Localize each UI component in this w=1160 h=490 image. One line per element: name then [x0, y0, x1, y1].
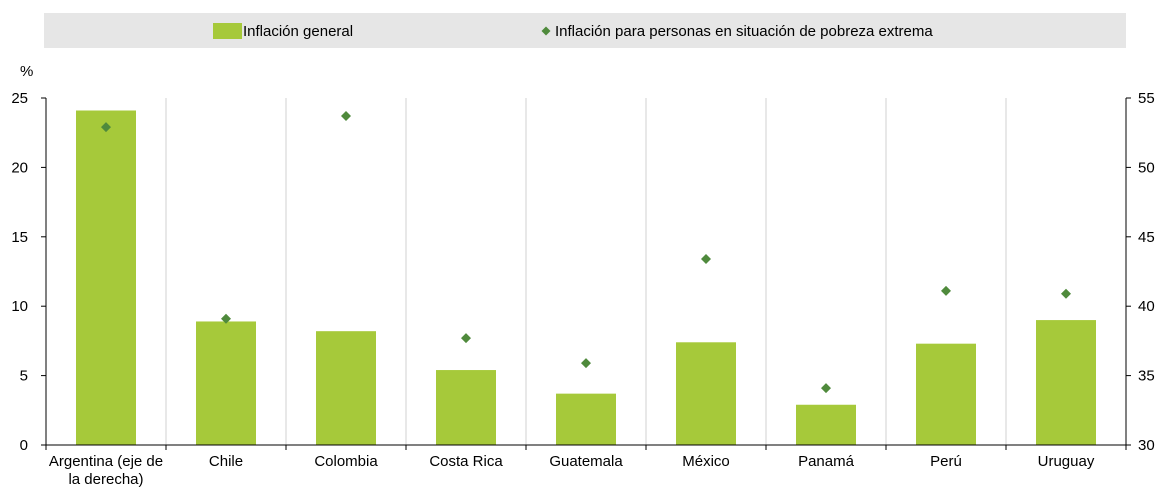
x-axis-category-line: Costa Rica: [429, 453, 503, 470]
x-axis-category-label: Uruguay: [1038, 453, 1095, 470]
bar: [916, 343, 976, 445]
category-separators: [165, 98, 1007, 445]
left-axis-tick-label: 15: [11, 229, 28, 246]
legend-swatch-marker: [541, 26, 551, 36]
bar: [76, 110, 136, 445]
marker-point: [1061, 288, 1071, 299]
bar: [196, 321, 256, 445]
x-axis-category-line: Argentina (eje de: [49, 453, 163, 470]
x-axis-category-line: Panamá: [798, 453, 855, 470]
x-axis-category-line: la derecha): [68, 471, 143, 488]
x-axis-category-line: Colombia: [314, 453, 378, 470]
legend-swatch-bar: [213, 23, 242, 39]
marker-point: [461, 333, 471, 344]
marker-point: [221, 313, 231, 324]
legend-label-bar: Inflación general: [243, 23, 353, 40]
x-axis-category-line: Perú: [930, 453, 962, 470]
x-axis-category-line: Uruguay: [1038, 453, 1095, 470]
x-axis-category-label: Colombia: [314, 453, 378, 470]
bar: [316, 331, 376, 445]
left-axis-tick-label: 25: [11, 90, 28, 107]
bar: [796, 404, 856, 445]
legend-label-marker: Inflación para personas en situación de …: [555, 23, 933, 40]
bar: [1036, 320, 1096, 445]
bar: [436, 370, 496, 445]
x-axis-category-label: Chile: [209, 453, 243, 470]
bar: [676, 342, 736, 445]
marker-point: [941, 285, 951, 296]
x-axis: Argentina (eje de la derecha) Chile Colombi…: [45, 445, 1127, 488]
right-axis-tick-label: 35: [1138, 368, 1155, 385]
marker-point: [701, 254, 711, 265]
x-axis-category-line: Chile: [209, 453, 243, 470]
right-axis-tick-label: 45: [1138, 229, 1155, 246]
left-axis-tick-label: 5: [20, 368, 28, 385]
markers: [101, 111, 1071, 394]
right-axis-tick-label: 50: [1138, 159, 1155, 176]
x-axis-category-label: Argentina (eje de la derecha): [49, 453, 163, 488]
x-axis-category-label: Perú: [930, 453, 962, 470]
x-axis-category-label: México: [682, 453, 730, 470]
marker-point: [101, 122, 111, 133]
right-axis: 30 35 40 45 50 55: [1126, 90, 1155, 454]
bars: [76, 110, 1096, 445]
y-unit-label: %: [20, 63, 33, 80]
marker-point: [581, 358, 591, 369]
x-axis-category-line: Guatemala: [549, 453, 623, 470]
x-axis-category-line: México: [682, 453, 730, 470]
legend: Inflación general Inflación para persona…: [44, 13, 1126, 48]
x-axis-category-label: Panamá: [798, 453, 855, 470]
bar: [556, 393, 616, 445]
right-axis-tick-label: 30: [1138, 437, 1155, 454]
marker-point: [821, 383, 831, 394]
x-axis-category-label: Costa Rica: [429, 453, 503, 470]
right-axis-tick-label: 55: [1138, 90, 1155, 107]
left-axis: 0 5 10 15 20 25: [11, 90, 46, 454]
left-axis-tick-label: 10: [11, 298, 28, 315]
x-axis-category-label: Guatemala: [549, 453, 623, 470]
right-axis-tick-label: 40: [1138, 298, 1155, 315]
left-axis-tick-label: 20: [11, 159, 28, 176]
left-axis-tick-label: 0: [20, 437, 28, 454]
marker-point: [341, 111, 351, 122]
